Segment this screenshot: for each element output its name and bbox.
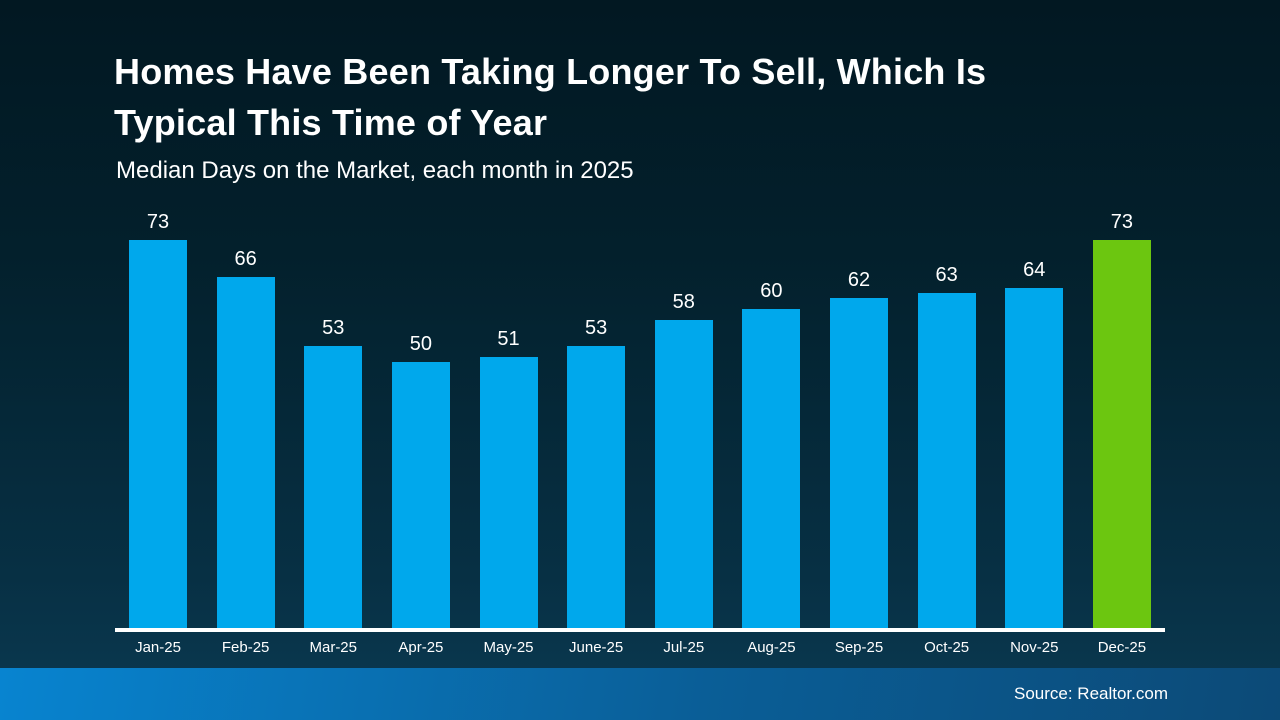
- bar-highlighted: [1092, 240, 1151, 628]
- bar-value-label: 64: [1023, 259, 1046, 281]
- bar: [742, 309, 801, 628]
- x-axis-tick-label: May-25: [483, 639, 534, 656]
- bar-value-label: 73: [1110, 211, 1133, 233]
- chart-subtitle: Median Days on the Market, each month in…: [116, 157, 634, 184]
- bar-value-label: 73: [146, 211, 170, 233]
- bar-value-label: 60: [760, 280, 783, 302]
- bar-value-label: 62: [847, 269, 871, 291]
- bar: [917, 293, 976, 628]
- bar: [479, 357, 538, 628]
- x-axis-tick-label: Nov-25: [1010, 639, 1059, 656]
- footer-bar: Source: Realtor.com: [0, 668, 1280, 720]
- bar-column: 73: [1092, 211, 1151, 628]
- x-axis-tick-label: Jul-25: [663, 639, 705, 656]
- bar-column: 73: [129, 211, 187, 628]
- bar: [216, 277, 275, 628]
- bar: [391, 362, 450, 628]
- x-axis-tick-label: Oct-25: [924, 639, 970, 656]
- bar-column: 50: [391, 333, 450, 628]
- bar: [654, 320, 713, 628]
- x-axis-tick-label: Mar-25: [309, 639, 357, 656]
- x-axis-tick-label: Dec-25: [1097, 639, 1147, 656]
- bar-column: 64: [1005, 259, 1064, 628]
- bar-value-label: 51: [497, 328, 520, 350]
- bar-column: 53: [304, 317, 363, 628]
- bar: [1005, 288, 1064, 628]
- page-title-line1: Homes Have Been Taking Longer To Sell, W…: [114, 51, 987, 92]
- x-axis-tick-label: Apr-25: [398, 639, 444, 656]
- bar-value-label: 63: [935, 264, 958, 286]
- x-axis-tick-label: Sep-25: [834, 639, 884, 656]
- bar-column: 58: [654, 291, 713, 628]
- bar-column: 60: [742, 280, 801, 628]
- bar-column: 63: [917, 264, 976, 628]
- bar: [304, 346, 363, 628]
- source-text: Source: Realtor.com: [1013, 684, 1168, 703]
- x-axis-tick-label: Jan-25: [135, 639, 181, 656]
- bar-value-label: 66: [234, 248, 257, 270]
- bar: [129, 240, 187, 628]
- bar-value-label: 53: [585, 317, 608, 339]
- x-axis-labels: Jan-25 Feb-25 Mar-25 Apr-25 May-25 June-25 Jul…: [115, 639, 1165, 656]
- bar: [830, 298, 888, 628]
- bar-chart: 73 66 53 50 51 53 58 60 62 63 64 73: [115, 208, 1165, 628]
- bar-column: 53: [567, 317, 626, 628]
- page-title-line2: Typical This Time of Year: [114, 102, 548, 143]
- x-axis-tick-label: June-25: [569, 639, 624, 656]
- x-axis-line: [115, 628, 1165, 632]
- bar-column: 66: [216, 248, 275, 628]
- bar-value-label: 50: [409, 333, 432, 355]
- bar: [567, 346, 626, 628]
- bar-column: 51: [479, 328, 538, 628]
- page-title: Homes Have Been Taking Longer To Sell, W…: [114, 46, 986, 148]
- bar-column: 62: [830, 269, 888, 628]
- bar-value-label: 53: [322, 317, 345, 339]
- x-axis-tick-label: Feb-25: [221, 639, 270, 656]
- bar-value-label: 58: [672, 291, 695, 313]
- x-axis-tick-label: Aug-25: [747, 639, 796, 656]
